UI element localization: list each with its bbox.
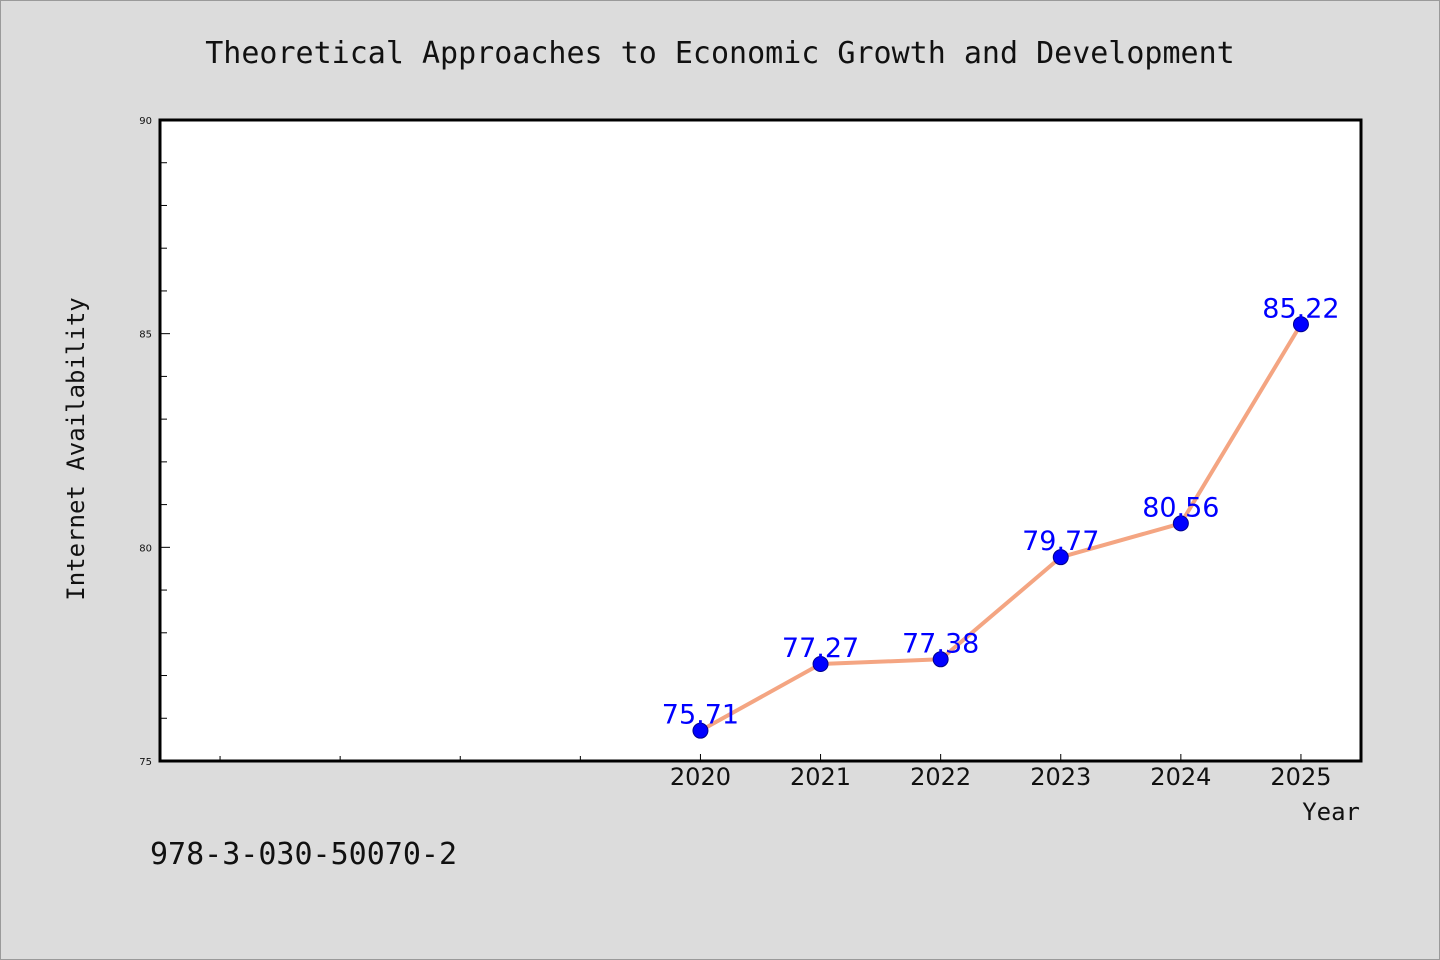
x-tick-label: 2025	[1270, 763, 1331, 791]
x-axis-label: Year	[1302, 798, 1360, 826]
y-tick-label: 80	[139, 543, 152, 554]
x-tick-label: 2022	[910, 763, 971, 791]
data-label: 75.71	[662, 700, 739, 731]
data-point	[932, 651, 949, 668]
x-tick-label: 2020	[670, 763, 731, 791]
x-tick-label: 2021	[790, 763, 851, 791]
markers-group	[692, 316, 1309, 739]
y-tick-label: 85	[139, 330, 152, 341]
x-tick-label: 2024	[1150, 763, 1211, 791]
y-tick-label: 75	[139, 757, 152, 768]
series-line-group	[698, 322, 1303, 733]
data-label: 85.22	[1262, 293, 1339, 324]
series-line	[698, 322, 1303, 733]
y-tick-label: 90	[139, 116, 152, 127]
data-label: 77.38	[902, 628, 979, 659]
data-point	[1172, 515, 1189, 532]
isbn-text: 978-3-030-50070-2	[150, 837, 457, 872]
data-label: 80.56	[1142, 492, 1219, 523]
data-label: 77.27	[782, 633, 859, 664]
chart-title: Theoretical Approaches to Economic Growt…	[205, 36, 1235, 71]
data-label: 79.77	[1022, 526, 1099, 557]
x-axis-ticks: 2020 2021 2022 2023 2024 2025	[219, 754, 1331, 791]
plot-area	[158, 118, 1363, 763]
data-point	[1292, 316, 1309, 333]
y-axis-label: Internet Availability	[62, 297, 90, 600]
data-point	[812, 655, 829, 672]
data-point	[692, 722, 709, 739]
data-labels-group: 75.71 77.27 77.38 79.77 80.56 85.22	[662, 293, 1340, 730]
x-tick-label: 2023	[1030, 763, 1091, 791]
data-point	[1052, 549, 1069, 566]
y-axis-ticks: 75 80 85 90	[139, 116, 170, 768]
